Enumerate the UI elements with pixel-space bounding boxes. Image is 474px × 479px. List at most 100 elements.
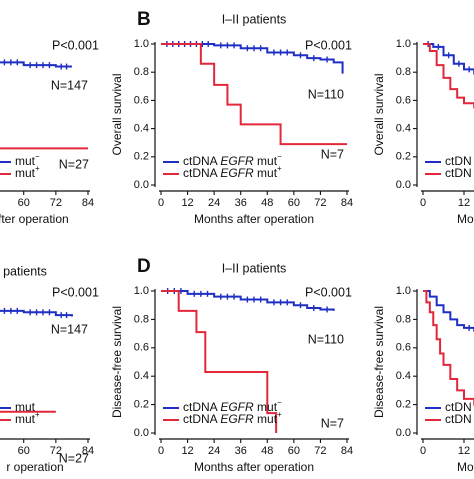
y-tick-label: 0.2: [396, 399, 411, 411]
x-tick-label: 12: [458, 197, 470, 209]
y-tick-label: 0.0: [134, 179, 149, 191]
y-axis-label: Disease-free survival: [110, 306, 124, 418]
x-tick-label: 12: [181, 445, 193, 457]
n-wildtype: N=110: [308, 87, 344, 101]
legend-entry: mut−: [15, 152, 40, 168]
legend-text: ctDNA: [183, 412, 220, 426]
x-tick-label: 84: [341, 445, 353, 457]
legend-text: ctDNA: [183, 166, 220, 180]
legend-gene: EGFR: [220, 154, 254, 168]
legend-text: mut: [254, 412, 278, 426]
y-tick-label: 0.4: [396, 123, 411, 135]
legend-entry: ctDNA EGFR mut+: [183, 164, 282, 180]
n-wildtype: N=147: [51, 322, 88, 336]
y-tick-label: 0.8: [134, 313, 149, 325]
y-tick-label: 0.4: [134, 123, 149, 135]
x-tick-label: 84: [82, 445, 94, 457]
x-tick-label: 0: [420, 197, 426, 209]
x-tick-label: 48: [261, 197, 273, 209]
legend-entry: ctDNA EGFR mut−: [183, 152, 282, 168]
mutant-survival-curve: [423, 43, 474, 109]
x-tick-label: 72: [50, 197, 62, 209]
p-value: P<0.001: [305, 38, 352, 52]
x-tick-label: 84: [341, 197, 353, 209]
y-tick-label: 1.0: [396, 285, 411, 297]
panel-title: I–II patients: [222, 261, 287, 275]
x-tick-label: 60: [288, 445, 300, 457]
legend-superscript: +: [35, 164, 40, 173]
x-tick-label: 24: [208, 445, 220, 457]
y-tick-label: 0.8: [396, 313, 411, 325]
legend-superscript: −: [35, 152, 40, 161]
legend-superscript: +: [277, 164, 282, 173]
y-tick-label: 0.4: [396, 370, 411, 382]
legend-text: mut: [254, 154, 278, 168]
y-tick-label: 0.2: [396, 151, 411, 163]
x-tick-label: 72: [314, 445, 326, 457]
legend-entry: mut: [15, 400, 36, 414]
legend-gene: EGFR: [220, 166, 254, 180]
x-tick-label: 72: [314, 197, 326, 209]
y-tick-label: 0.4: [134, 370, 149, 382]
panel-letter: D: [137, 256, 151, 277]
legend-text: ctDN: [445, 154, 472, 168]
x-axis-label: Mo: [457, 460, 474, 474]
y-tick-label: 1.0: [134, 285, 149, 297]
y-axis-label: Disease-free survival: [372, 306, 386, 418]
legend-gene: EGFR: [220, 412, 254, 426]
legend-text: mut: [15, 166, 36, 180]
y-tick-label: 0.8: [396, 66, 411, 78]
legend-entry: ctDN: [445, 154, 472, 168]
y-tick-label: 0.6: [396, 94, 411, 106]
legend-entry: ctDN: [445, 166, 472, 180]
legend-text: ctDN: [445, 400, 472, 414]
panel-title: patients: [3, 264, 47, 278]
x-tick-label: 0: [158, 197, 164, 209]
p-value: P<0.001: [52, 38, 99, 52]
y-tick-label: 0.8: [134, 66, 149, 78]
x-tick-label: 36: [235, 197, 247, 209]
x-axis-label: r operation: [6, 460, 63, 474]
legend-superscript: −: [277, 398, 282, 407]
legend-text: ctDNA: [183, 400, 220, 414]
legend-superscript: +: [277, 410, 282, 419]
y-tick-label: 0.6: [396, 342, 411, 354]
p-value: P<0.001: [52, 285, 99, 299]
x-axis-label: Months after operation: [194, 212, 314, 226]
y-tick-label: 0.2: [134, 399, 149, 411]
x-axis-label: Months after operation: [194, 460, 314, 474]
wildtype-survival-curve: [423, 43, 474, 75]
panel-f: 0.0 0.2 0.4 0.6 0.8 1.0 0 12 Mo Disease-free surv…: [372, 285, 474, 474]
n-mutant: N=27: [59, 157, 89, 171]
panel-d: D I–II patients 0.0 0.2 0.4 0.6 0.8 1.0 0 12 24 36 4…: [110, 256, 353, 474]
legend-text: mut: [254, 400, 278, 414]
y-axis-label: Overall survival: [110, 73, 124, 155]
wildtype-survival-curve: [423, 290, 474, 332]
y-tick-label: 0.6: [134, 94, 149, 106]
panel-letter: B: [137, 9, 151, 30]
n-mutant: N=7: [321, 147, 344, 161]
legend-superscript: −: [277, 152, 282, 161]
x-tick-label: 24: [208, 197, 220, 209]
legend-text: ctDN: [445, 412, 472, 426]
legend-text: mut: [15, 412, 36, 426]
n-mutant: N=7: [321, 416, 344, 430]
x-axis-label: after operation: [0, 212, 69, 226]
panel-c: 0.0 0.2 0.4 0.6 0.8 1.0 0 12 Mo Overall survival c…: [372, 38, 474, 226]
x-tick-label: 12: [181, 197, 193, 209]
x-tick-label: 72: [50, 445, 62, 457]
y-tick-label: 0.2: [134, 151, 149, 163]
x-tick-label: 36: [235, 445, 247, 457]
x-tick-label: 12: [458, 445, 470, 457]
legend-text: ctDNA: [183, 154, 220, 168]
y-tick-label: 0.0: [134, 427, 149, 439]
x-tick-label: 60: [18, 445, 30, 457]
legend-entry: mut+: [15, 410, 40, 426]
panel-a: 60 72 84 after operation P<0.001 N=147 N=27 mut…: [0, 38, 99, 226]
n-wildtype: N=147: [51, 78, 88, 92]
x-tick-label: 60: [288, 197, 300, 209]
legend-entry: ctDN: [445, 412, 472, 426]
legend-text: mut: [254, 166, 278, 180]
